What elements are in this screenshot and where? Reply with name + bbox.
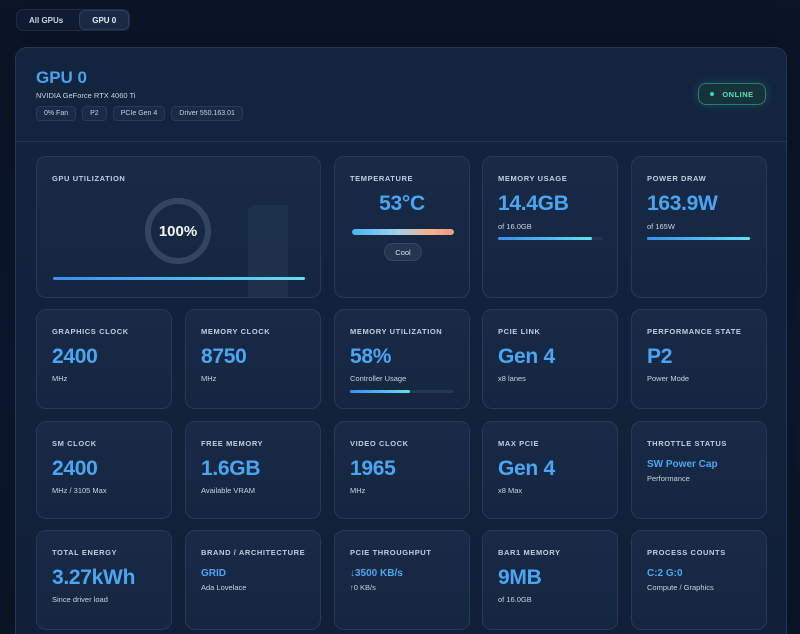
status-badge: ONLINE — [698, 83, 766, 105]
process-counts-sub: Compute / Graphics — [647, 583, 714, 592]
temperature-gradient-bar — [352, 229, 454, 235]
gpu-info-chips: 0% Fan P2 PCIe Gen 4 Driver 550.163.01 — [36, 106, 243, 121]
gpu-panel: GPU 0 NVIDIA GeForce RTX 4060 Ti 0% Fan … — [15, 47, 787, 634]
fan-chip: 0% Fan — [36, 106, 77, 121]
brand-sub: Ada Lovelace — [201, 583, 247, 592]
performance-state-card: PERFORMANCE STATE P2 Power Mode — [631, 309, 767, 409]
video-clock-value: 1965 — [350, 457, 396, 480]
card-title: THROTTLE STATUS — [647, 439, 727, 448]
memory-utilization-bar — [350, 390, 454, 393]
card-title: BRAND / ARCHITECTURE — [201, 548, 306, 557]
memory-clock-sub: MHz — [201, 374, 217, 383]
card-title: FREE MEMORY — [201, 439, 264, 448]
card-title: PCIE LINK — [498, 327, 541, 336]
power-draw-sub: of 165W — [647, 222, 675, 231]
total-energy-card: TOTAL ENERGY 3.27kWh Since driver load — [36, 530, 172, 630]
card-title: PCIE THROUGHPUT — [350, 548, 432, 557]
graphics-clock-card: GRAPHICS CLOCK 2400 MHz — [36, 309, 172, 409]
performance-state-value: P2 — [647, 345, 673, 368]
card-title: PERFORMANCE STATE — [647, 327, 742, 336]
card-title: MAX PCIE — [498, 439, 540, 448]
power-draw-bar — [647, 237, 751, 240]
max-pcie-value: Gen 4 — [498, 457, 555, 480]
pstate-chip: P2 — [82, 106, 107, 121]
sm-clock-sub: MHz / 3105 Max — [52, 486, 107, 495]
free-memory-value: 1.6GB — [201, 457, 261, 480]
card-title: BAR1 MEMORY — [498, 548, 561, 557]
utilization-bar — [53, 277, 305, 280]
memory-clock-card: MEMORY CLOCK 8750 MHz — [185, 309, 321, 409]
sm-clock-card: SM CLOCK 2400 MHz / 3105 Max — [36, 421, 172, 519]
memory-clock-value: 8750 — [201, 345, 247, 368]
power-draw-value: 163.9W — [647, 192, 718, 215]
card-title: GRAPHICS CLOCK — [52, 327, 129, 336]
gpu-title: GPU 0 — [36, 68, 88, 87]
memory-usage-value: 14.4GB — [498, 192, 569, 215]
throttle-status-sub: Performance — [647, 474, 690, 483]
process-counts-value: C:2 G:0 — [647, 568, 683, 579]
card-title: MEMORY CLOCK — [201, 327, 271, 336]
brand-value: GRID — [201, 568, 226, 579]
pcie-throughput-tx: ↑0 KB/s — [350, 583, 376, 592]
gpu-tab-bar: All GPUs GPU 0 — [16, 9, 131, 31]
bar1-memory-card: BAR1 MEMORY 9MB of 16.0GB — [482, 530, 618, 630]
performance-state-sub: Power Mode — [647, 374, 690, 383]
card-title: SM CLOCK — [52, 439, 97, 448]
card-title: POWER DRAW — [647, 174, 707, 183]
bar1-memory-value: 9MB — [498, 566, 542, 589]
max-pcie-card: MAX PCIE Gen 4 x8 Max — [482, 421, 618, 519]
tab-all-gpus[interactable]: All GPUs — [29, 15, 64, 25]
power-draw-card: POWER DRAW 163.9W of 165W — [631, 156, 767, 298]
video-clock-card: VIDEO CLOCK 1965 MHz — [334, 421, 470, 519]
max-pcie-sub: x8 Max — [498, 486, 523, 495]
pcie-throughput-rx: ↓3500 KB/s — [350, 568, 403, 579]
pcie-link-value: Gen 4 — [498, 345, 555, 368]
pcie-chip: PCIe Gen 4 — [112, 106, 166, 121]
temperature-card: TEMPERATURE 53°C Cool — [334, 156, 470, 298]
gpu-header: GPU 0 NVIDIA GeForce RTX 4060 Ti 0% Fan … — [16, 48, 786, 142]
gpu-utilization-card: GPU UTILIZATION 100% — [36, 156, 321, 298]
process-counts-card: PROCESS COUNTS C:2 G:0 Compute / Graphic… — [631, 530, 767, 630]
free-memory-sub: Available VRAM — [201, 486, 256, 495]
brand-architecture-card: BRAND / ARCHITECTURE GRID Ada Lovelace — [185, 530, 321, 630]
temperature-value: 53°C — [379, 192, 425, 215]
bar1-memory-sub: of 16.0GB — [498, 595, 532, 604]
memory-usage-sub: of 16.0GB — [498, 222, 532, 231]
utilization-sparkline — [248, 205, 288, 297]
driver-chip: Driver 550.163.01 — [171, 106, 243, 121]
status-dot-icon — [710, 92, 715, 96]
card-title: MEMORY USAGE — [498, 174, 568, 183]
card-title: PROCESS COUNTS — [647, 548, 726, 557]
throttle-status-card: THROTTLE STATUS SW Power Cap Performance — [631, 421, 767, 519]
video-clock-sub: MHz — [350, 486, 366, 495]
utilization-gauge: 100% — [142, 195, 214, 267]
total-energy-sub: Since driver load — [52, 595, 108, 604]
card-title: MEMORY UTILIZATION — [350, 327, 443, 336]
memory-utilization-value: 58% — [350, 345, 392, 368]
pcie-link-card: PCIE LINK Gen 4 x8 lanes — [482, 309, 618, 409]
gpu-model-name: NVIDIA GeForce RTX 4060 Ti — [36, 91, 136, 100]
card-title: TOTAL ENERGY — [52, 548, 118, 557]
throttle-status-value: SW Power Cap — [647, 459, 718, 470]
card-title: GPU UTILIZATION — [52, 174, 126, 183]
pcie-link-sub: x8 lanes — [498, 374, 526, 383]
total-energy-value: 3.27kWh — [52, 566, 136, 589]
pcie-throughput-card: PCIE THROUGHPUT ↓3500 KB/s ↑0 KB/s — [334, 530, 470, 630]
utilization-value: 100% — [158, 222, 198, 240]
memory-utilization-sub: Controller Usage — [350, 374, 407, 383]
graphics-clock-value: 2400 — [52, 345, 98, 368]
card-title: VIDEO CLOCK — [350, 439, 409, 448]
card-title: TEMPERATURE — [350, 174, 414, 183]
memory-usage-bar — [498, 237, 602, 240]
graphics-clock-sub: MHz — [52, 374, 68, 383]
sm-clock-value: 2400 — [52, 457, 98, 480]
memory-usage-card: MEMORY USAGE 14.4GB of 16.0GB — [482, 156, 618, 298]
tab-gpu-0[interactable]: GPU 0 — [79, 10, 130, 30]
status-label: ONLINE — [722, 89, 754, 99]
free-memory-card: FREE MEMORY 1.6GB Available VRAM — [185, 421, 321, 519]
temperature-badge: Cool — [384, 243, 422, 261]
memory-utilization-card: MEMORY UTILIZATION 58% Controller Usage — [334, 309, 470, 409]
